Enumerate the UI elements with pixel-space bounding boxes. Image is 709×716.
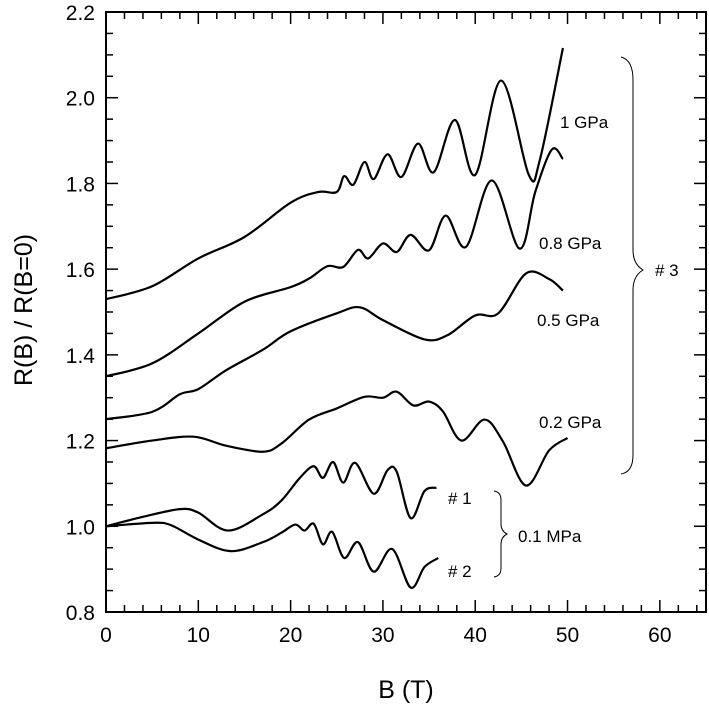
x-tick-label: 50: [556, 624, 579, 647]
label-1gpa: 1 GPa: [560, 113, 609, 132]
curve--2: [105, 521, 439, 589]
x-tick-label: 10: [187, 624, 210, 647]
x-tick-label: 30: [371, 624, 394, 647]
label-05gpa: 0.5 GPa: [537, 311, 600, 330]
x-axis-label: B (T): [378, 676, 434, 704]
label-sample2: # 2: [448, 562, 472, 581]
curve-1-gpa: [105, 47, 565, 301]
y-tick-label: 0.8: [66, 602, 95, 625]
brace-sample3: [620, 56, 644, 475]
plot-frame: [105, 11, 707, 613]
label-sample3: # 3: [655, 261, 679, 280]
curve-0-8-gpa: [105, 147, 564, 378]
x-tick-label: 60: [648, 624, 671, 647]
label-08gpa: 0.8 GPa: [539, 234, 602, 253]
curves: [105, 47, 569, 589]
label-01mpa: 0.1 MPa: [518, 527, 582, 546]
x-tick-label: 0: [100, 624, 112, 647]
y-tick-label: 2.0: [66, 88, 95, 111]
curve-0-2-gpa: [105, 390, 569, 487]
y-tick-label: 1.0: [66, 516, 95, 539]
curve-0-5-gpa: [105, 270, 564, 421]
label-sample1: # 1: [448, 489, 472, 508]
y-tick-label: 1.2: [66, 431, 95, 454]
y-axis-label: R(B) / R(B=0): [10, 234, 38, 386]
y-tick-label: 1.6: [66, 259, 95, 282]
y-tick-label: 1.4: [66, 345, 96, 368]
x-tick-labels: 0 10 20 30 40 50 60: [100, 624, 671, 647]
label-02gpa: 0.2 GPa: [539, 413, 602, 432]
y-tick-label: 1.8: [66, 173, 95, 196]
curve--1: [105, 460, 437, 532]
brace-01mpa: [493, 490, 509, 578]
axis-ticks: [105, 11, 706, 613]
y-tick-label: 2.2: [66, 2, 95, 25]
y-tick-labels: 0.8 1.0 1.2 1.4 1.6 1.8 2.0 2.2: [66, 2, 96, 625]
x-tick-label: 40: [464, 624, 487, 647]
x-tick-label: 20: [279, 624, 302, 647]
